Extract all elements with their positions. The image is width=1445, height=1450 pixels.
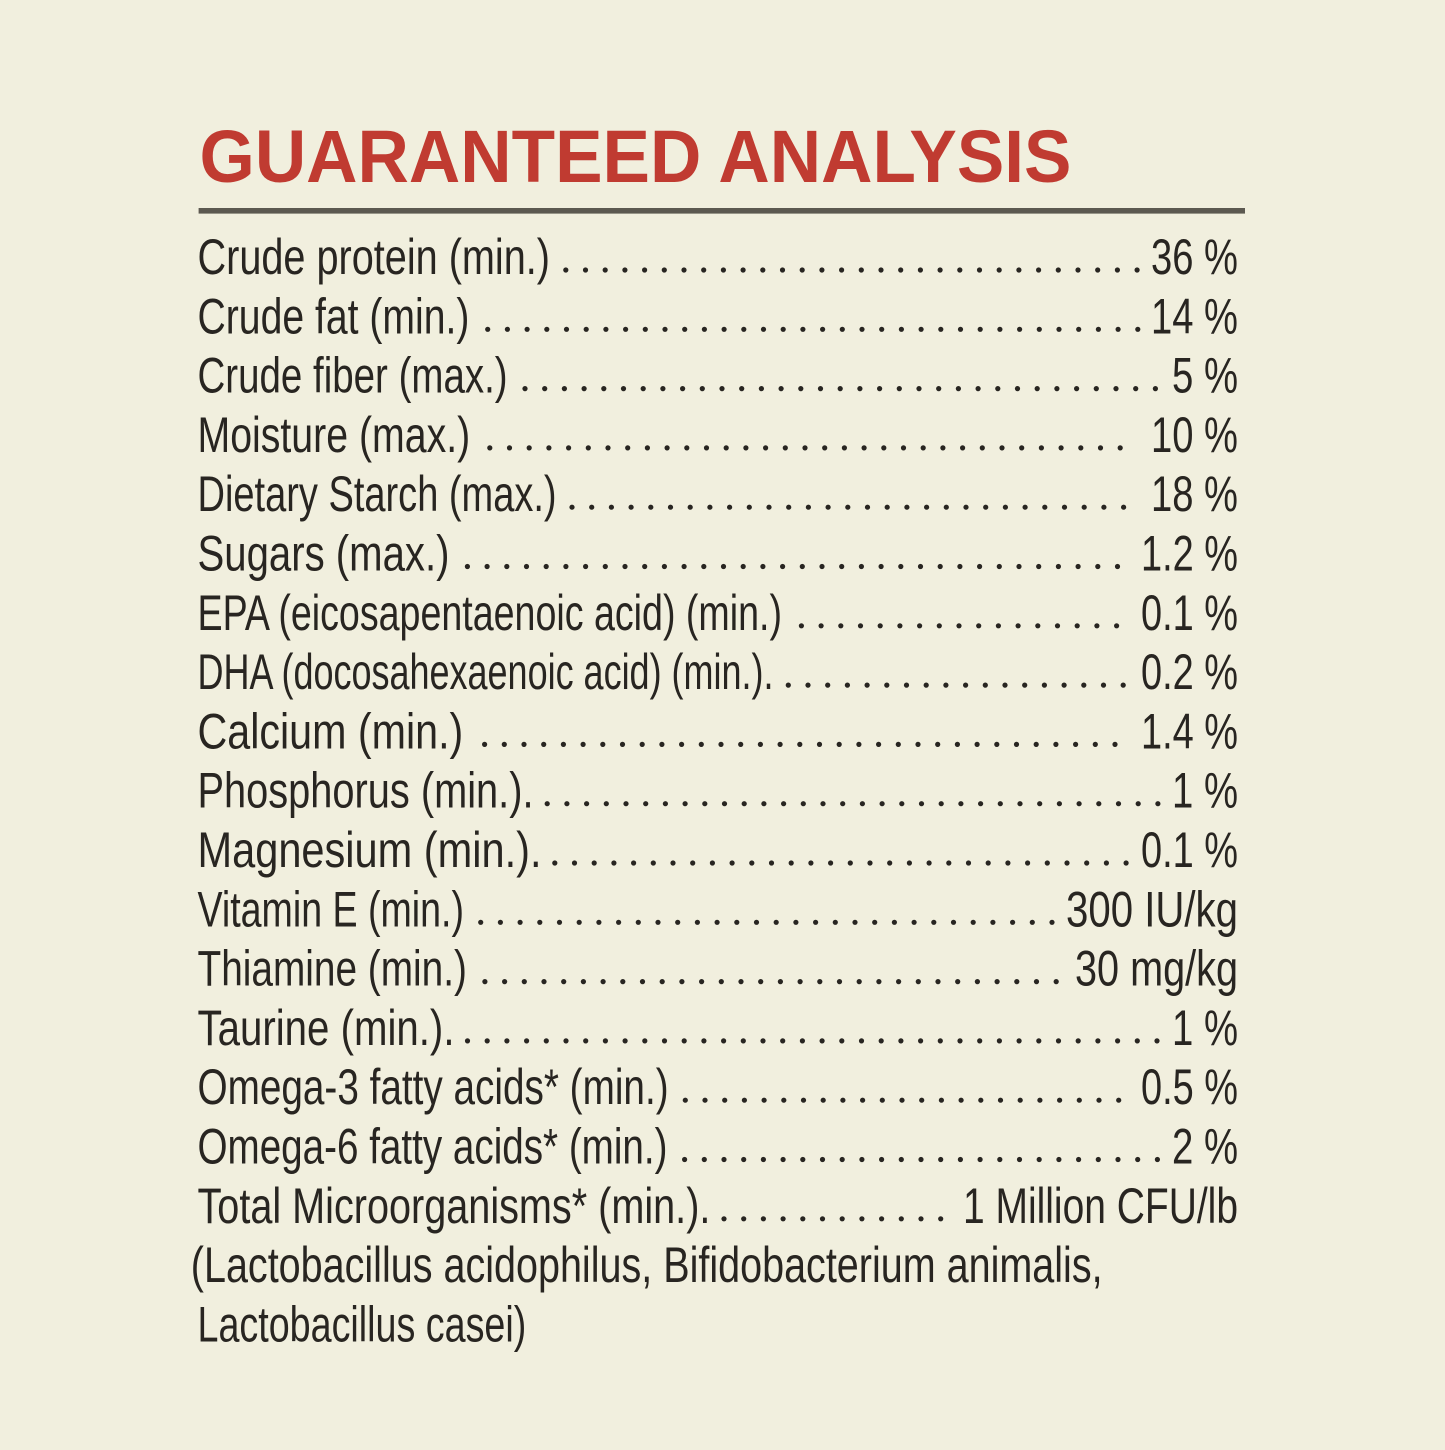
svg-text:10 %: 10 %: [1151, 407, 1238, 463]
svg-text:1.2 %: 1.2 %: [1141, 526, 1238, 582]
svg-text:18 %: 18 %: [1151, 466, 1238, 522]
svg-text:Thiamine (min.): Thiamine (min.): [198, 941, 467, 997]
svg-text:(Lactobacillus acidophilus, Bi: (Lactobacillus acidophilus, Bifidobacter…: [191, 1237, 1103, 1293]
svg-text:5 %: 5 %: [1172, 348, 1238, 404]
svg-text:0.5 %: 0.5 %: [1141, 1059, 1238, 1115]
svg-text:2 %: 2 %: [1172, 1119, 1238, 1175]
svg-text:Omega-3 fatty acids* (min.): Omega-3 fatty acids* (min.): [198, 1059, 669, 1115]
svg-text:0.1 %: 0.1 %: [1141, 822, 1238, 878]
svg-text:Omega-6 fatty acids* (min.): Omega-6 fatty acids* (min.): [198, 1119, 668, 1175]
svg-text:1 Million CFU/lb: 1 Million CFU/lb: [963, 1178, 1238, 1234]
svg-text:EPA (eicosapentaenoic acid) (m: EPA (eicosapentaenoic acid) (min.): [198, 585, 783, 641]
svg-text:14 %: 14 %: [1151, 288, 1238, 344]
svg-text:GUARANTEED ANALYSIS: GUARANTEED ANALYSIS: [200, 115, 1072, 198]
svg-text:Calcium (min.): Calcium (min.): [198, 703, 464, 759]
svg-text:Lactobacillus casei): Lactobacillus casei): [198, 1296, 527, 1352]
svg-text:Total Microorganisms* (min.).: Total Microorganisms* (min.).: [198, 1178, 711, 1234]
svg-text:0.2 %: 0.2 %: [1141, 644, 1238, 700]
svg-text:30 mg/kg: 30 mg/kg: [1075, 941, 1238, 997]
svg-text:Crude fiber (max.): Crude fiber (max.): [198, 348, 508, 404]
svg-text:1 %: 1 %: [1172, 1000, 1238, 1056]
svg-text:Taurine (min.).: Taurine (min.).: [198, 1000, 455, 1056]
svg-text:Crude fat (min.): Crude fat (min.): [198, 288, 470, 344]
svg-text:Vitamin E (min.): Vitamin E (min.): [198, 881, 465, 937]
svg-text:Dietary Starch (max.): Dietary Starch (max.): [198, 466, 557, 522]
svg-text:Sugars (max.): Sugars (max.): [198, 526, 450, 582]
svg-text:36 %: 36 %: [1151, 229, 1238, 285]
svg-text:1 %: 1 %: [1172, 763, 1238, 819]
svg-text:DHA (docosahexaenoic acid) (mi: DHA (docosahexaenoic acid) (min.).: [198, 644, 774, 700]
svg-text:Moisture (max.): Moisture (max.): [198, 407, 471, 463]
svg-text:Phosphorus (min.).: Phosphorus (min.).: [198, 763, 534, 819]
svg-text:1.4 %: 1.4 %: [1141, 703, 1238, 759]
svg-text:0.1 %: 0.1 %: [1141, 585, 1238, 641]
svg-text:Crude protein (min.): Crude protein (min.): [198, 229, 551, 285]
svg-text:300 IU/kg: 300 IU/kg: [1066, 881, 1238, 937]
svg-text:Magnesium (min.).: Magnesium (min.).: [198, 822, 542, 878]
